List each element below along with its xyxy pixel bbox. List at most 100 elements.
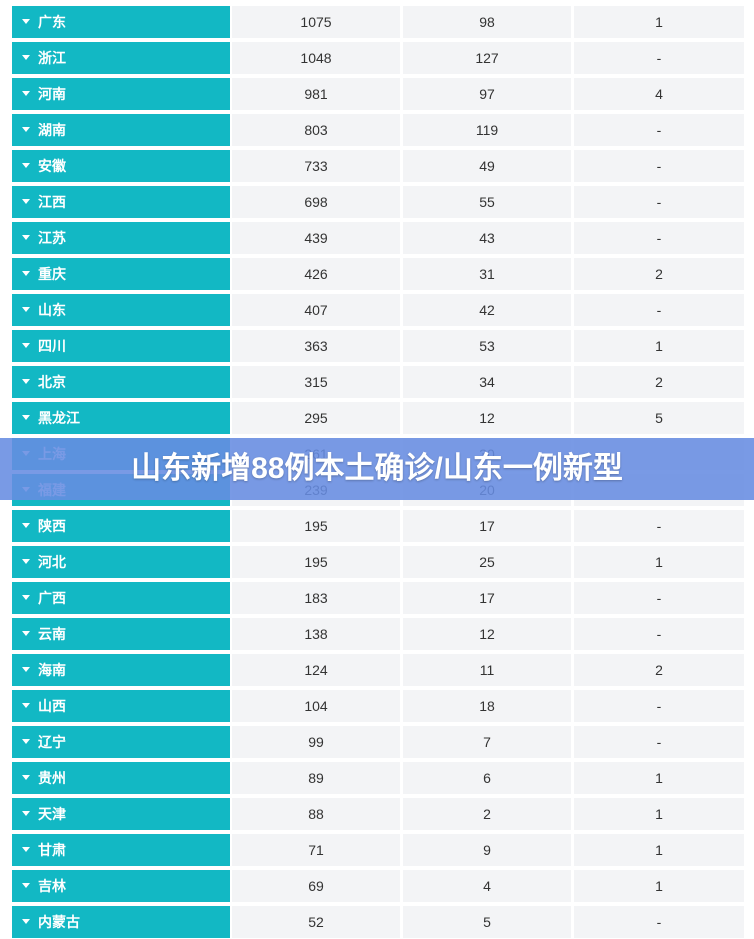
value-cell-2: 12 xyxy=(403,618,571,650)
table-row: 河南 981 97 4 xyxy=(10,78,746,110)
province-name: 河北 xyxy=(38,554,66,570)
caret-down-icon xyxy=(22,919,30,924)
province-toggle[interactable]: 浙江 xyxy=(12,42,230,74)
province-name: 广西 xyxy=(38,590,66,606)
province-toggle[interactable]: 黑龙江 xyxy=(12,402,230,434)
province-toggle[interactable]: 天津 xyxy=(12,798,230,830)
value-cell-3: 1 xyxy=(574,546,744,578)
province-name: 贵州 xyxy=(38,770,66,786)
table-row: 内蒙古 52 5- xyxy=(10,906,746,938)
province-toggle[interactable]: 重庆 xyxy=(12,258,230,290)
province-name: 辽宁 xyxy=(38,734,66,750)
table-row: 浙江 1048 127- xyxy=(10,42,746,74)
caret-down-icon xyxy=(22,811,30,816)
caret-down-icon xyxy=(22,523,30,528)
province-name: 重庆 xyxy=(38,266,66,282)
table-row: 河北 195 25 1 xyxy=(10,546,746,578)
value-cell-2: 4 xyxy=(403,870,571,902)
value-cell-3: 1 xyxy=(574,762,744,794)
province-name: 天津 xyxy=(38,806,66,822)
province-name: 北京 xyxy=(38,374,66,390)
province-toggle[interactable]: 四川 xyxy=(12,330,230,362)
province-toggle[interactable]: 辽宁 xyxy=(12,726,230,758)
province-toggle[interactable]: 甘肃 xyxy=(12,834,230,866)
caret-down-icon xyxy=(22,55,30,60)
value-cell-3: 1 xyxy=(574,798,744,830)
province-toggle[interactable]: 内蒙古 xyxy=(12,906,230,938)
province-toggle[interactable]: 安徽 xyxy=(12,150,230,182)
value-cell-3: - xyxy=(574,150,744,182)
table-row: 陕西 195 17- xyxy=(10,510,746,542)
province-name: 内蒙古 xyxy=(38,914,80,930)
province-toggle[interactable]: 陕西 xyxy=(12,510,230,542)
province-toggle[interactable]: 河南 xyxy=(12,78,230,110)
value-cell-2: 9 xyxy=(403,834,571,866)
value-cell-3: 2 xyxy=(574,654,744,686)
value-cell-1: 733 xyxy=(232,150,400,182)
province-toggle[interactable]: 北京 xyxy=(12,366,230,398)
table-row: 四川 363 53 1 xyxy=(10,330,746,362)
province-name: 湖南 xyxy=(38,122,66,138)
province-name: 云南 xyxy=(38,626,66,642)
table-row: 甘肃 71 9 1 xyxy=(10,834,746,866)
value-cell-2: 98 xyxy=(403,6,571,38)
province-name: 陕西 xyxy=(38,518,66,534)
value-cell-2: 17 xyxy=(403,582,571,614)
value-cell-3: - xyxy=(574,690,744,722)
value-cell-1: 138 xyxy=(232,618,400,650)
value-cell-2: 31 xyxy=(403,258,571,290)
table-row: 海南 124 11 2 xyxy=(10,654,746,686)
province-name: 安徽 xyxy=(38,158,66,174)
value-cell-1: 363 xyxy=(232,330,400,362)
province-toggle[interactable]: 山东 xyxy=(12,294,230,326)
caret-down-icon xyxy=(22,595,30,600)
table-row: 江苏 439 43- xyxy=(10,222,746,254)
value-cell-1: 698 xyxy=(232,186,400,218)
value-cell-3: - xyxy=(574,726,744,758)
province-toggle[interactable]: 海南 xyxy=(12,654,230,686)
caret-down-icon xyxy=(22,739,30,744)
province-name: 山西 xyxy=(38,698,66,714)
caret-down-icon xyxy=(22,91,30,96)
value-cell-2: 5 xyxy=(403,906,571,938)
province-toggle[interactable]: 湖南 xyxy=(12,114,230,146)
province-toggle[interactable]: 广东 xyxy=(12,6,230,38)
province-name: 广东 xyxy=(38,14,66,30)
value-cell-2: 43 xyxy=(403,222,571,254)
caret-down-icon xyxy=(22,271,30,276)
value-cell-1: 124 xyxy=(232,654,400,686)
caret-down-icon xyxy=(22,127,30,132)
caret-down-icon xyxy=(22,415,30,420)
table-row: 山东 407 42- xyxy=(10,294,746,326)
caret-down-icon xyxy=(22,307,30,312)
province-name: 海南 xyxy=(38,662,66,678)
caret-down-icon xyxy=(22,847,30,852)
table-row: 吉林 69 4 1 xyxy=(10,870,746,902)
province-toggle[interactable]: 吉林 xyxy=(12,870,230,902)
value-cell-2: 42 xyxy=(403,294,571,326)
value-cell-1: 69 xyxy=(232,870,400,902)
province-toggle[interactable]: 广西 xyxy=(12,582,230,614)
province-toggle[interactable]: 云南 xyxy=(12,618,230,650)
caret-down-icon xyxy=(22,235,30,240)
province-toggle[interactable]: 山西 xyxy=(12,690,230,722)
value-cell-2: 119 xyxy=(403,114,571,146)
value-cell-1: 71 xyxy=(232,834,400,866)
value-cell-1: 315 xyxy=(232,366,400,398)
table-row: 贵州 89 6 1 xyxy=(10,762,746,794)
value-cell-2: 25 xyxy=(403,546,571,578)
caret-down-icon xyxy=(22,703,30,708)
value-cell-1: 88 xyxy=(232,798,400,830)
province-toggle[interactable]: 贵州 xyxy=(12,762,230,794)
value-cell-3: - xyxy=(574,186,744,218)
province-toggle[interactable]: 江西 xyxy=(12,186,230,218)
caret-down-icon xyxy=(22,343,30,348)
value-cell-3: 1 xyxy=(574,330,744,362)
caret-down-icon xyxy=(22,559,30,564)
province-toggle[interactable]: 河北 xyxy=(12,546,230,578)
value-cell-3: 5 xyxy=(574,402,744,434)
province-name: 浙江 xyxy=(38,50,66,66)
province-toggle[interactable]: 江苏 xyxy=(12,222,230,254)
value-cell-1: 981 xyxy=(232,78,400,110)
caret-down-icon xyxy=(22,19,30,24)
